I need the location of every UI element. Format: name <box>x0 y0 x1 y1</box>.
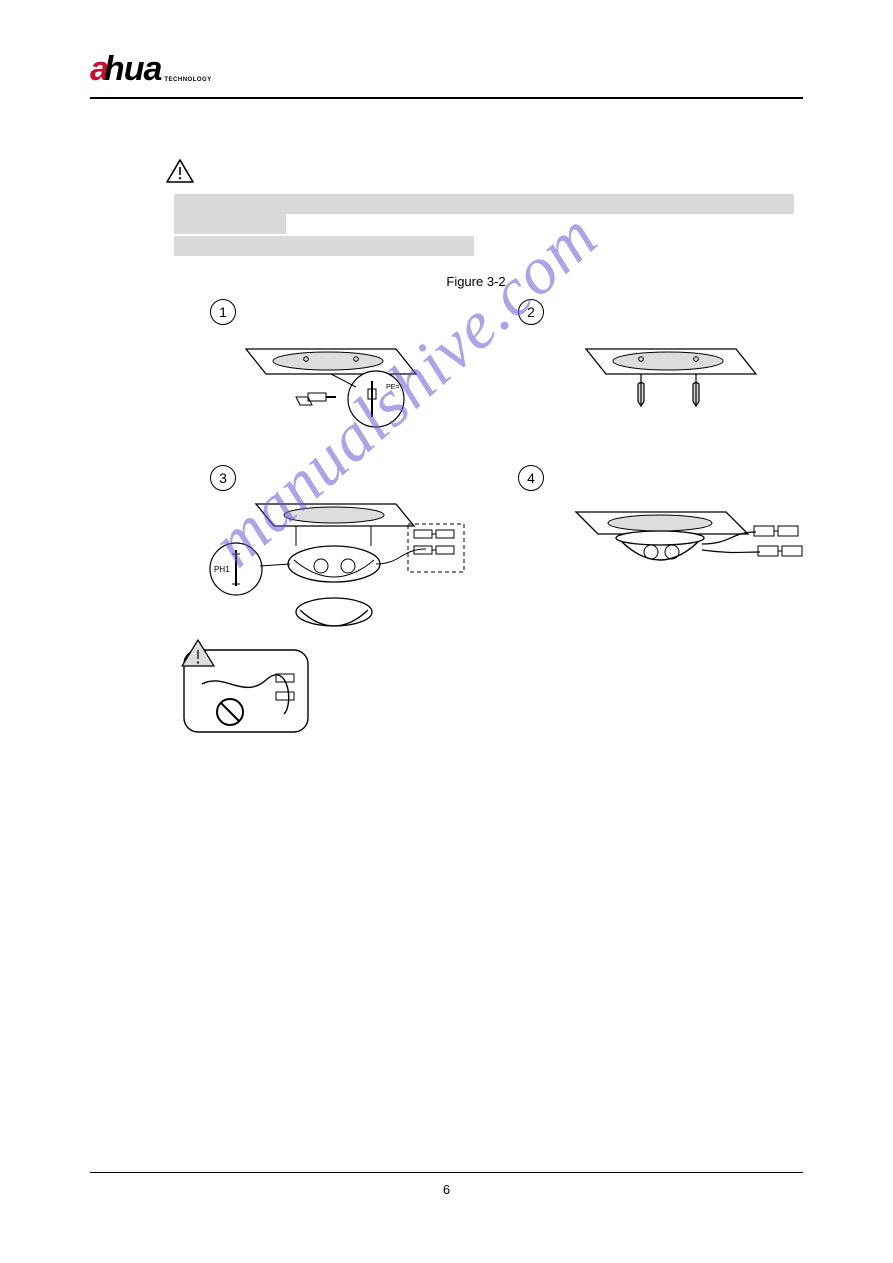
page: a hua TECHNOLOGY Figure 3-2 1 2 3 4 <box>90 50 803 779</box>
warning-line-2 <box>174 214 286 234</box>
step-badge-1: 1 <box>210 299 236 325</box>
step1-annot-text: PE= <box>386 384 399 391</box>
caution-icon <box>166 159 194 183</box>
step-4-art <box>556 504 826 594</box>
logo-main: hua <box>104 50 161 89</box>
installation-diagram: 1 2 3 4 PE= <box>166 299 786 779</box>
logo-subtext: TECHNOLOGY <box>164 77 211 89</box>
brand-logo: a hua TECHNOLOGY <box>90 50 212 89</box>
page-number: 6 <box>0 1182 893 1197</box>
step-badge-2: 2 <box>518 299 544 325</box>
footer-rule <box>90 1172 803 1173</box>
step3-annot-text: PH1 <box>214 565 230 574</box>
step-badge-3: 3 <box>210 465 236 491</box>
step-badge-4: 4 <box>518 465 544 491</box>
step-3-art: PH1 <box>176 494 466 744</box>
warning-line-1 <box>174 194 794 214</box>
step-2-art <box>556 329 776 439</box>
page-header: a hua TECHNOLOGY <box>90 50 803 99</box>
figure-caption: Figure 3-2 <box>166 274 786 289</box>
step-1-art: PE= <box>216 329 436 439</box>
warning-line-3 <box>174 236 474 256</box>
page-content: Figure 3-2 1 2 3 4 PE= <box>90 99 803 779</box>
